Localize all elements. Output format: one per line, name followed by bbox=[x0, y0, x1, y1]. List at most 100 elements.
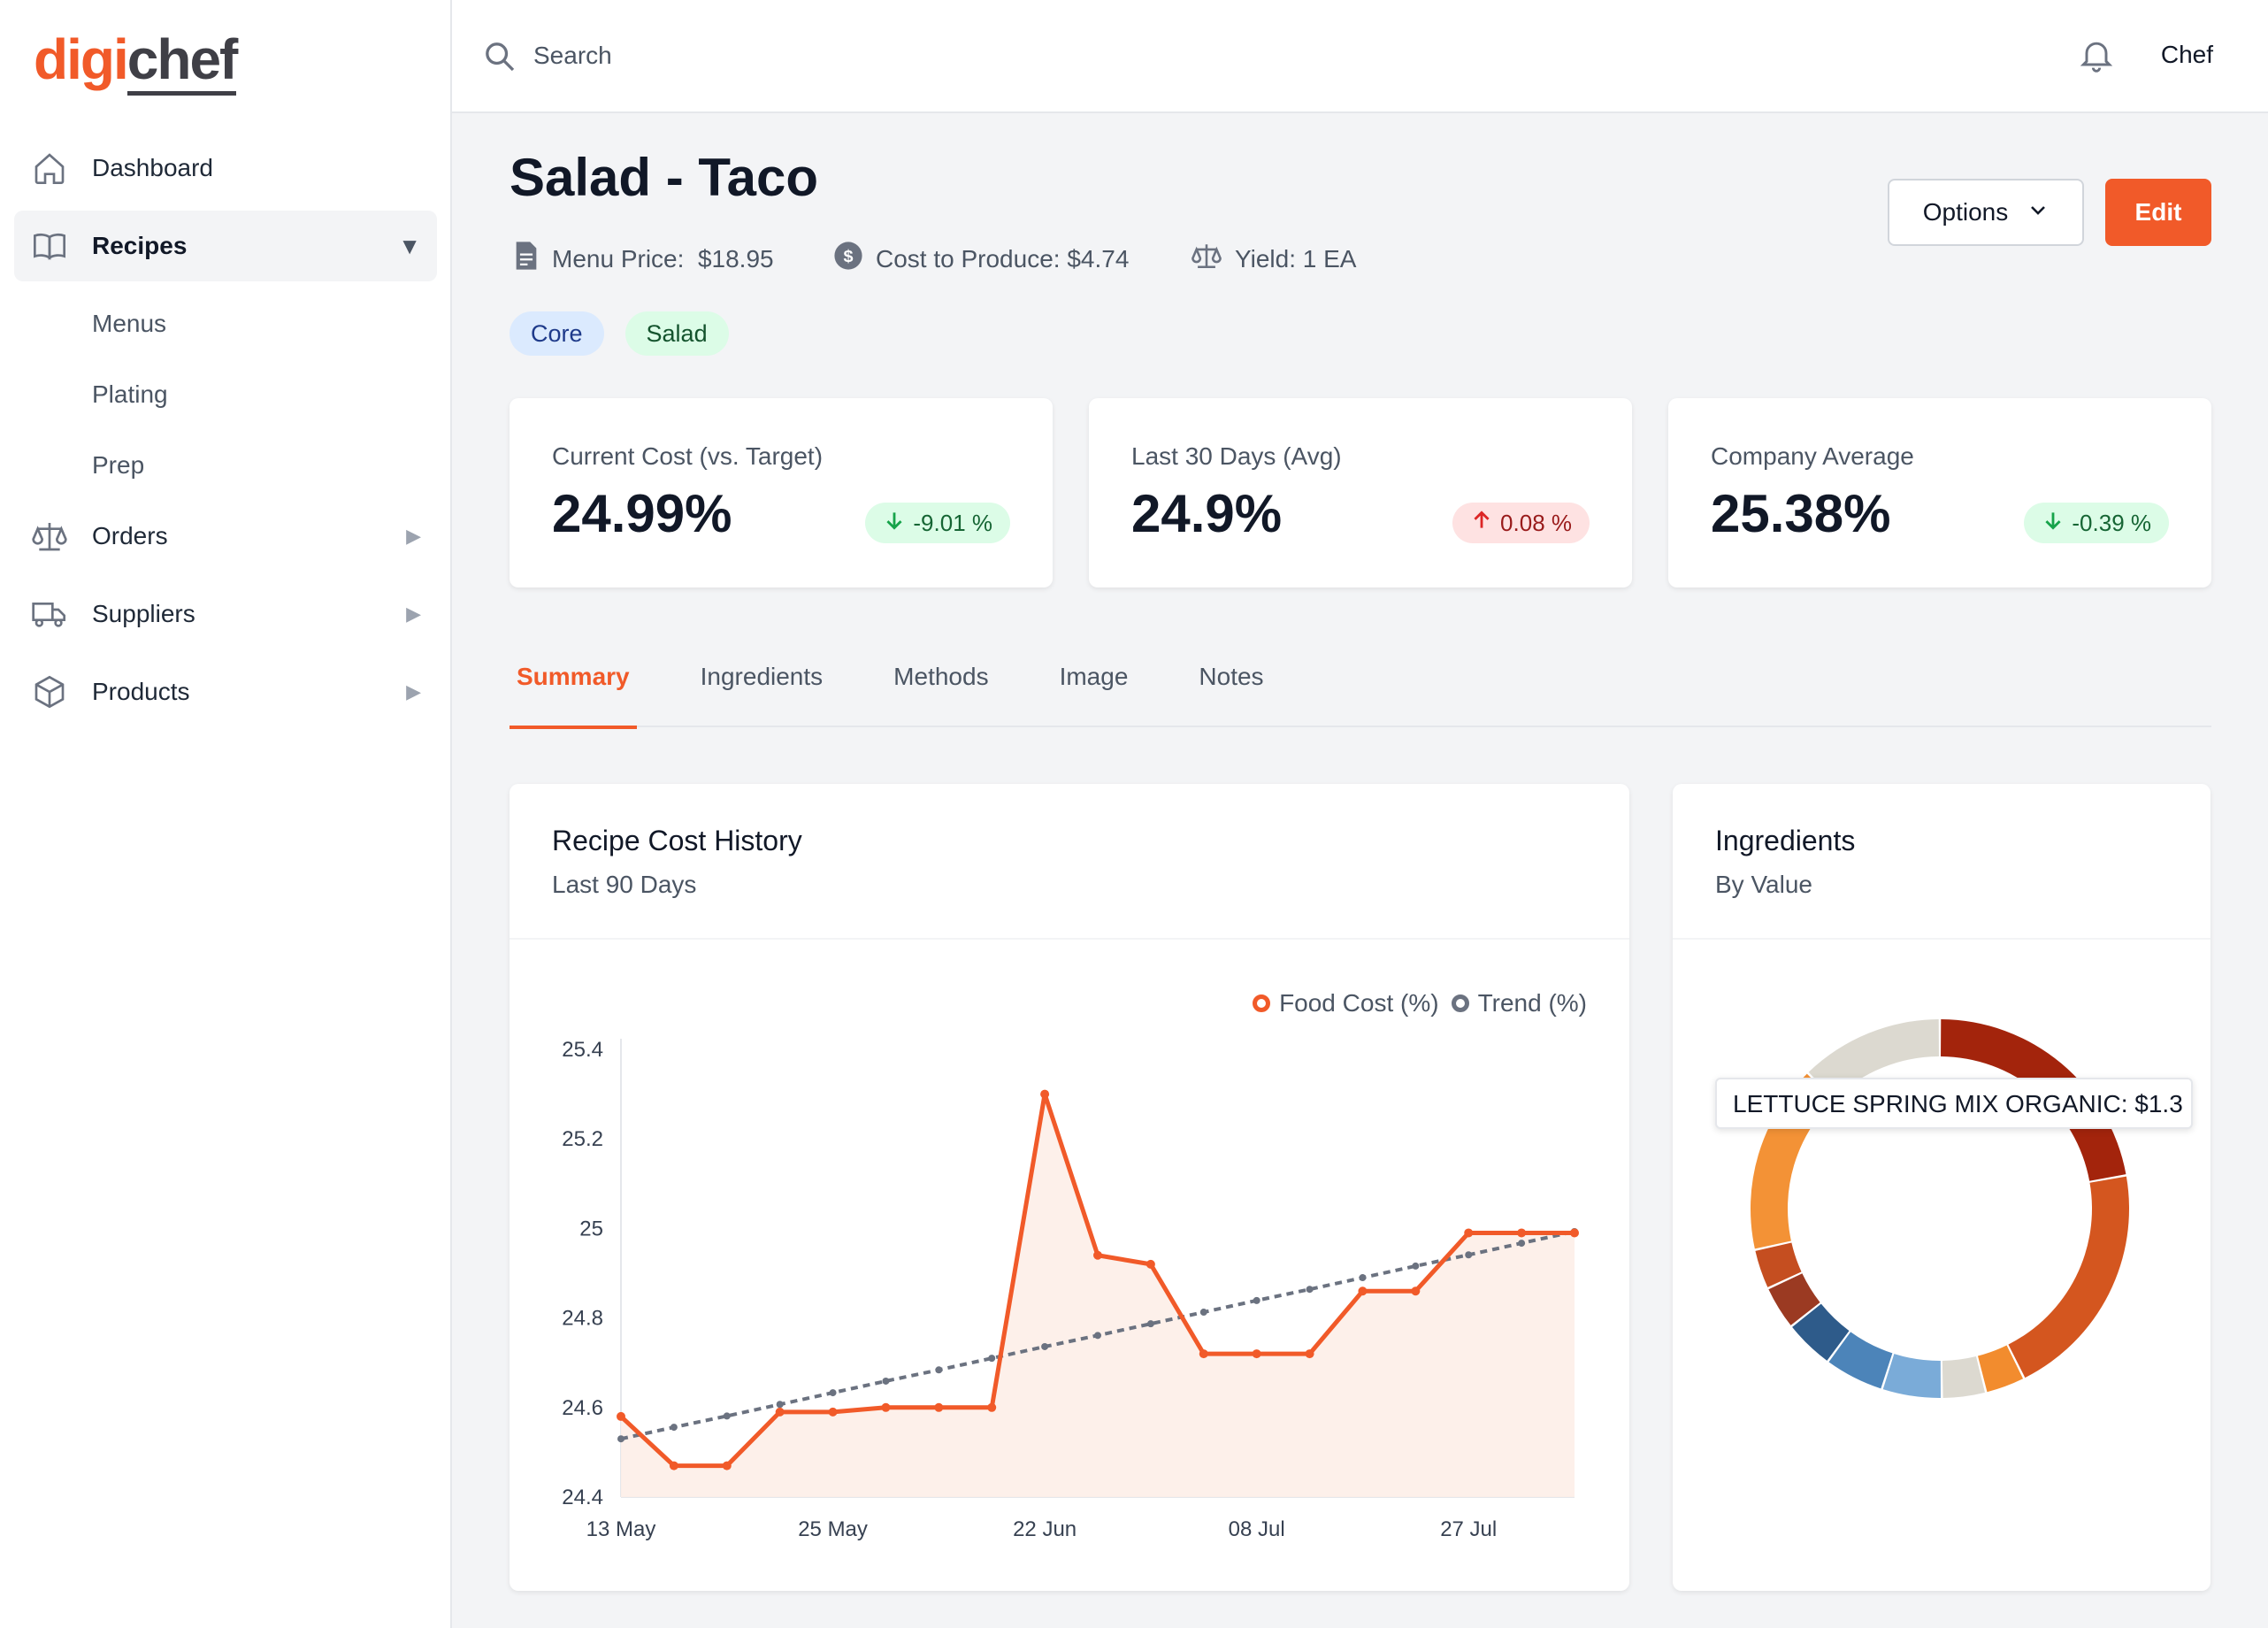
trend-point[interactable] bbox=[935, 1366, 943, 1374]
food-cost-point[interactable] bbox=[987, 1402, 997, 1412]
trend-point[interactable] bbox=[1041, 1342, 1049, 1350]
tag-core[interactable]: Core bbox=[510, 311, 604, 356]
trend-point[interactable] bbox=[1306, 1286, 1314, 1294]
food-cost-point[interactable] bbox=[828, 1407, 838, 1417]
trend-point[interactable] bbox=[617, 1435, 624, 1443]
tag-salad[interactable]: Salad bbox=[624, 311, 729, 356]
chevron-down-icon bbox=[2027, 198, 2049, 227]
legend-food-cost[interactable]: Food Cost (%) bbox=[1279, 989, 1439, 1017]
donut-slice[interactable] bbox=[1941, 1019, 2126, 1181]
trend-point[interactable] bbox=[670, 1424, 678, 1432]
panel-title: Ingredients bbox=[1715, 825, 1856, 856]
food-cost-line bbox=[619, 1092, 1575, 1469]
trend-point[interactable] bbox=[1518, 1240, 1526, 1248]
trend-point[interactable] bbox=[988, 1355, 996, 1363]
edit-button[interactable]: Edit bbox=[2105, 179, 2211, 246]
food-cost-point[interactable] bbox=[1145, 1259, 1155, 1269]
food-cost-point[interactable] bbox=[722, 1461, 732, 1471]
food-cost-point[interactable] bbox=[934, 1402, 944, 1412]
trend-point[interactable] bbox=[882, 1377, 890, 1385]
ingredients-donut-chart[interactable] bbox=[1673, 784, 2211, 1591]
donut-slice[interactable] bbox=[1942, 1356, 1985, 1398]
tab-summary[interactable]: Summary bbox=[510, 646, 637, 729]
stat-label: Company Average bbox=[1711, 442, 1914, 470]
trend-point[interactable] bbox=[1146, 1320, 1154, 1328]
sidebar-item-dashboard[interactable]: Dashboard bbox=[14, 133, 437, 204]
legend-trend[interactable]: Trend (%) bbox=[1477, 989, 1587, 1017]
panel-header: Recipe Cost History Last 90 Days bbox=[510, 784, 1629, 940]
donut-slice[interactable] bbox=[2008, 1176, 2129, 1378]
food-cost-point[interactable] bbox=[1305, 1349, 1314, 1359]
food-cost-point[interactable] bbox=[1040, 1089, 1050, 1099]
stat-delta: -9.01 % bbox=[913, 509, 992, 536]
search-input[interactable] bbox=[533, 34, 1153, 78]
food-cost-point[interactable] bbox=[1517, 1228, 1527, 1238]
ingredients-panel: Ingredients By Value LETTUCE SPRING MIX … bbox=[1673, 784, 2211, 1591]
trend-point[interactable] bbox=[1465, 1251, 1473, 1259]
tab-notes[interactable]: Notes bbox=[1199, 663, 1264, 690]
panel-subtitle: By Value bbox=[1715, 871, 1812, 898]
sidebar-subitem-plating[interactable]: Plating bbox=[92, 380, 168, 408]
logo[interactable]: digichef bbox=[34, 27, 238, 96]
food-cost-point[interactable] bbox=[1464, 1228, 1474, 1238]
sidebar-item-label: Recipes bbox=[92, 232, 188, 259]
food-cost-point[interactable] bbox=[1411, 1286, 1421, 1296]
caret-right-icon: ▶ bbox=[406, 680, 421, 703]
food-cost-point[interactable] bbox=[1358, 1286, 1368, 1296]
options-button[interactable]: Options bbox=[1888, 179, 2084, 246]
tab-bar: Summary Ingredients Methods Image Notes bbox=[510, 646, 2211, 729]
donut-slice[interactable] bbox=[1882, 1354, 1942, 1398]
arrow-down-icon bbox=[2042, 509, 2065, 538]
donut-slice[interactable] bbox=[1768, 1273, 1820, 1325]
y-tick-label: 24.4 bbox=[562, 1486, 603, 1509]
trend-point[interactable] bbox=[723, 1412, 731, 1420]
food-cost-point[interactable] bbox=[1199, 1349, 1208, 1359]
food-cost-point[interactable] bbox=[669, 1461, 678, 1471]
trend-point[interactable] bbox=[1199, 1309, 1207, 1317]
menu-price-value: $18.95 bbox=[697, 244, 774, 273]
stat-delta-badge: -9.01 % bbox=[865, 503, 1010, 543]
trend-line bbox=[620, 1229, 1575, 1441]
document-icon bbox=[513, 241, 552, 277]
stat-value: 24.99% bbox=[552, 484, 732, 543]
donut-slice[interactable] bbox=[1792, 1303, 1850, 1361]
y-tick-label: 24.6 bbox=[562, 1396, 603, 1420]
svg-text:$: $ bbox=[843, 247, 853, 266]
trend-point[interactable] bbox=[1094, 1332, 1101, 1340]
sidebar: digichef Dashboard Recipes ▼ Menus Plati… bbox=[0, 0, 452, 1628]
bell-icon[interactable] bbox=[2077, 35, 2116, 79]
food-cost-point[interactable] bbox=[1093, 1250, 1102, 1260]
trend-point[interactable] bbox=[1412, 1262, 1420, 1270]
chart-legend: Food Cost (%) Trend (%) bbox=[1253, 989, 1587, 1018]
page-title: Salad - Taco bbox=[510, 148, 818, 207]
trend-point[interactable] bbox=[829, 1389, 837, 1397]
food-cost-point[interactable] bbox=[617, 1411, 625, 1421]
sidebar-subitem-menus[interactable]: Menus bbox=[92, 310, 167, 337]
donut-slice[interactable] bbox=[1977, 1345, 2024, 1393]
sidebar-item-recipes[interactable]: Recipes ▼ bbox=[14, 211, 437, 281]
food-cost-point[interactable] bbox=[881, 1402, 891, 1412]
home-icon bbox=[30, 149, 69, 188]
tab-ingredients[interactable]: Ingredients bbox=[700, 663, 824, 690]
donut-slice[interactable] bbox=[1755, 1242, 1802, 1287]
sidebar-subitem-prep[interactable]: Prep bbox=[92, 451, 145, 479]
search-icon bbox=[482, 39, 517, 79]
sidebar-item-suppliers[interactable]: Suppliers ▶ bbox=[14, 579, 437, 649]
food-cost-point[interactable] bbox=[1252, 1349, 1261, 1359]
food-cost-point[interactable] bbox=[775, 1407, 785, 1417]
food-cost-point[interactable] bbox=[1570, 1228, 1579, 1238]
tab-methods[interactable]: Methods bbox=[893, 663, 989, 690]
sidebar-item-label: Products bbox=[92, 678, 190, 705]
scale-icon bbox=[1191, 241, 1235, 277]
tab-image[interactable]: Image bbox=[1059, 663, 1129, 690]
stat-delta: 0.08 % bbox=[1500, 509, 1572, 536]
trend-point[interactable] bbox=[1359, 1274, 1367, 1282]
trend-point[interactable] bbox=[776, 1401, 784, 1409]
trend-point[interactable] bbox=[1571, 1227, 1578, 1235]
donut-slice[interactable] bbox=[1828, 1332, 1893, 1389]
trend-point[interactable] bbox=[1253, 1296, 1260, 1304]
arrow-down-icon bbox=[883, 509, 906, 538]
sidebar-item-orders[interactable]: Orders ▶ bbox=[14, 501, 437, 572]
user-menu[interactable]: Chef bbox=[2160, 41, 2213, 68]
sidebar-item-products[interactable]: Products ▶ bbox=[14, 657, 437, 727]
